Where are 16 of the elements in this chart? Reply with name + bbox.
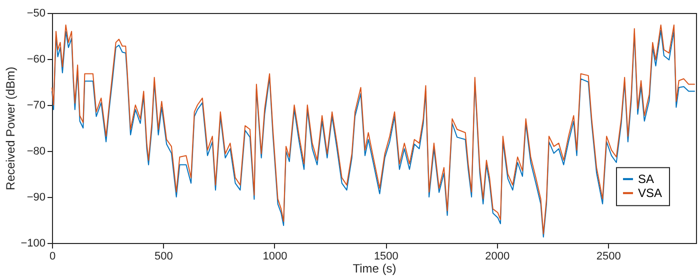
- y-tick-label: −80: [26, 146, 46, 158]
- y-tick-label: −100: [20, 238, 46, 250]
- x-tick-label: 2500: [596, 250, 621, 262]
- y-tick-label: −60: [26, 54, 46, 66]
- y-axis-title: Received Power (dBm): [4, 66, 18, 190]
- x-tick-label: 0: [49, 250, 56, 262]
- x-tick-label: 2000: [485, 250, 510, 262]
- legend-label: SA: [638, 172, 654, 186]
- x-tick-label: 1500: [374, 250, 398, 262]
- legend-label: VSA: [638, 186, 662, 200]
- y-tick-label: −90: [26, 192, 46, 204]
- x-tick-label: 1000: [262, 250, 288, 262]
- y-tick-label: −50: [26, 8, 46, 20]
- x-axis-title: Time (s): [352, 262, 396, 276]
- x-tick-label: 500: [154, 250, 173, 262]
- y-tick-label: −70: [26, 100, 46, 112]
